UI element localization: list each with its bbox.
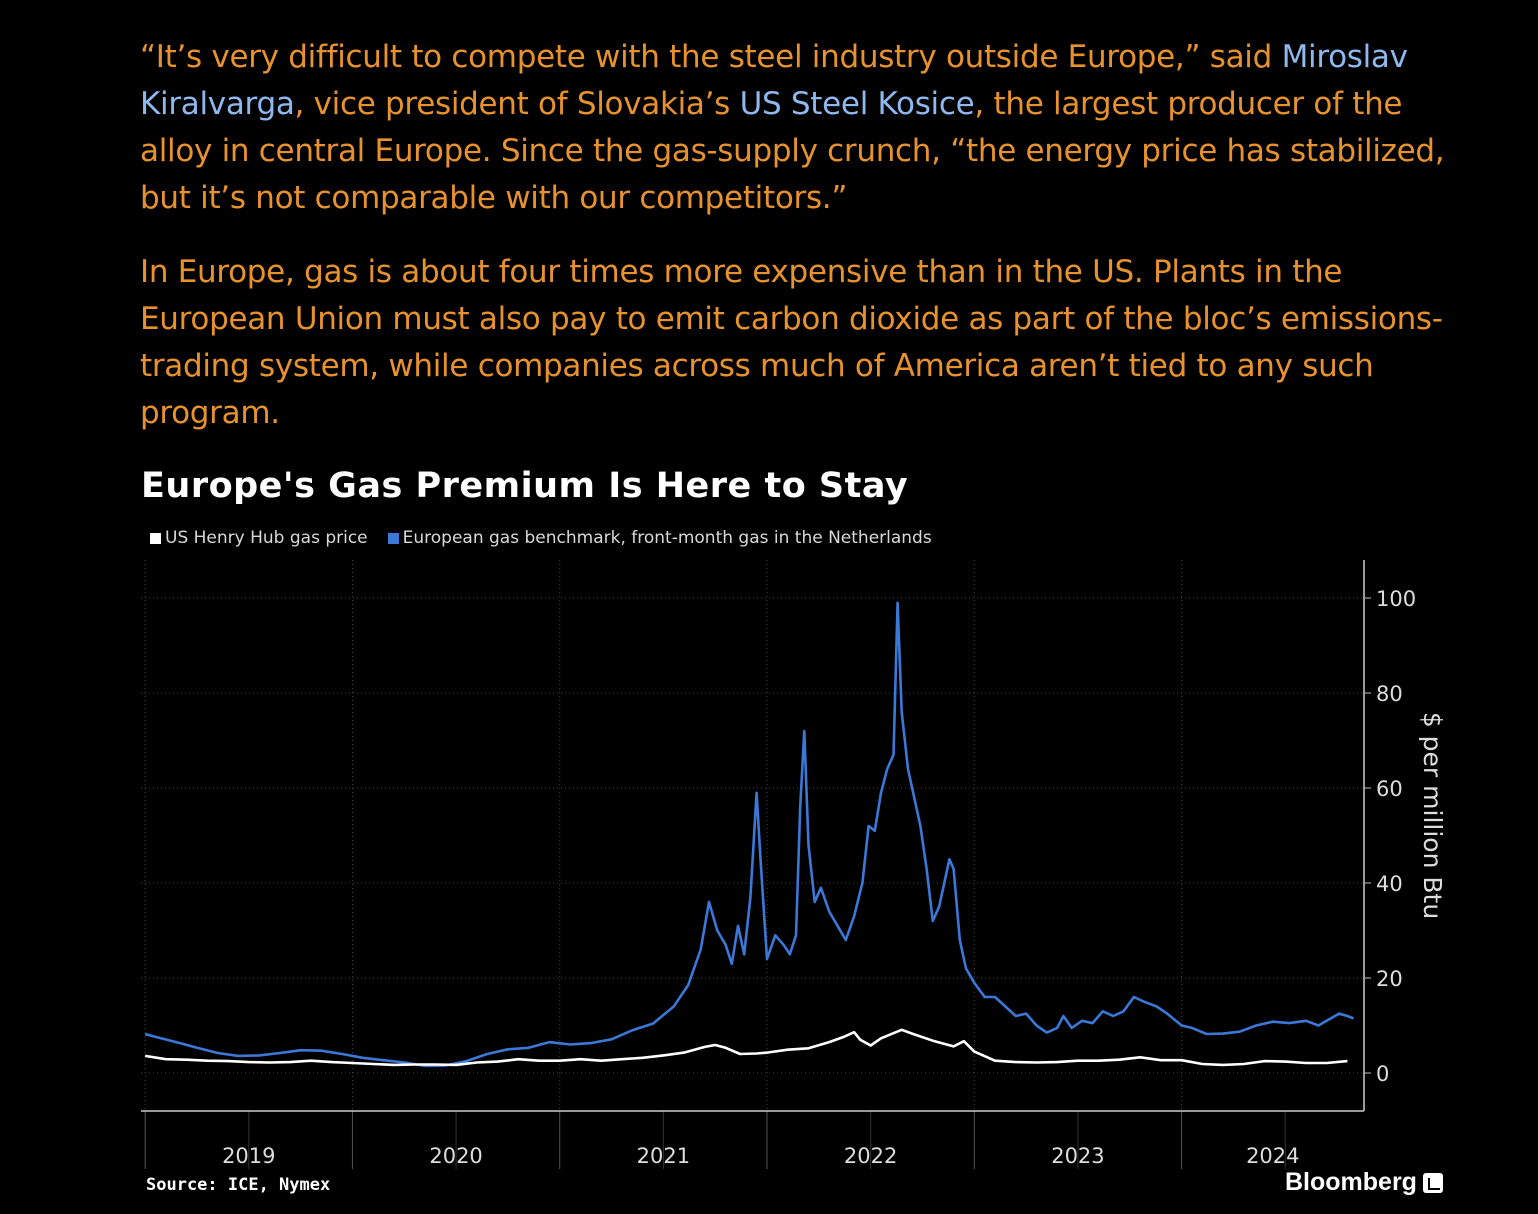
y-tick-label: 60 [1376, 777, 1403, 801]
paragraph-1-text-a: “It’s very difficult to compete with the… [140, 39, 1282, 75]
series-line-european-gas [144, 601, 1355, 1068]
y-tick-label: 0 [1376, 1062, 1389, 1086]
x-tick-label: 2024 [1246, 1144, 1299, 1168]
legend-label-henry-hub: US Henry Hub gas price [165, 528, 368, 548]
x-tick-label: 2022 [844, 1144, 897, 1168]
x-tick-label: 2019 [222, 1144, 275, 1168]
article-text: “It’s very difficult to compete with the… [140, 34, 1460, 464]
y-tick-label: 40 [1376, 872, 1403, 896]
legend-label-european-gas: European gas benchmark, front-month gas … [402, 528, 932, 548]
x-tick-label: 2023 [1051, 1144, 1104, 1168]
legend-swatch-european-gas [387, 532, 399, 544]
x-tick-label: 2020 [429, 1144, 482, 1168]
series-line-us-henry-hub [144, 1028, 1348, 1067]
y-tick-label: 100 [1376, 587, 1416, 611]
article-paragraph-1: “It’s very difficult to compete with the… [140, 34, 1460, 222]
y-tick-label: 80 [1376, 682, 1403, 706]
legend-item-henry-hub: US Henry Hub gas price [150, 528, 368, 548]
brand-name: Bloomberg [1285, 1168, 1417, 1196]
article-paragraph-2: In Europe, gas is about four times more … [140, 254, 1443, 431]
chart-source: Source: ICE, Nymex [146, 1175, 331, 1195]
paragraph-1-text-c: , the largest producer of the alloy in c… [140, 86, 1445, 216]
paragraph-1-text-b: , vice president of Slovakia’s [294, 86, 740, 122]
bloomberg-logo: Bloomberg [1285, 1168, 1443, 1197]
legend-item-european-gas: European gas benchmark, front-month gas … [387, 528, 932, 548]
y-tick-label: 20 [1376, 967, 1403, 991]
y-axis-label: $ per million Btu [1418, 712, 1447, 919]
link-us-steel-kosice[interactable]: US Steel Kosice [739, 86, 975, 122]
chart-legend: US Henry Hub gas price European gas benc… [150, 528, 952, 548]
chart-title: Europe's Gas Premium Is Here to Stay [141, 466, 909, 506]
x-tick-label: 2021 [637, 1144, 690, 1168]
bloomberg-mark-icon [1422, 1172, 1443, 1193]
legend-swatch-henry-hub [150, 532, 161, 544]
link-miroslav-kiralvarga[interactable]: Miroslav Kiralvarga [140, 39, 1408, 122]
